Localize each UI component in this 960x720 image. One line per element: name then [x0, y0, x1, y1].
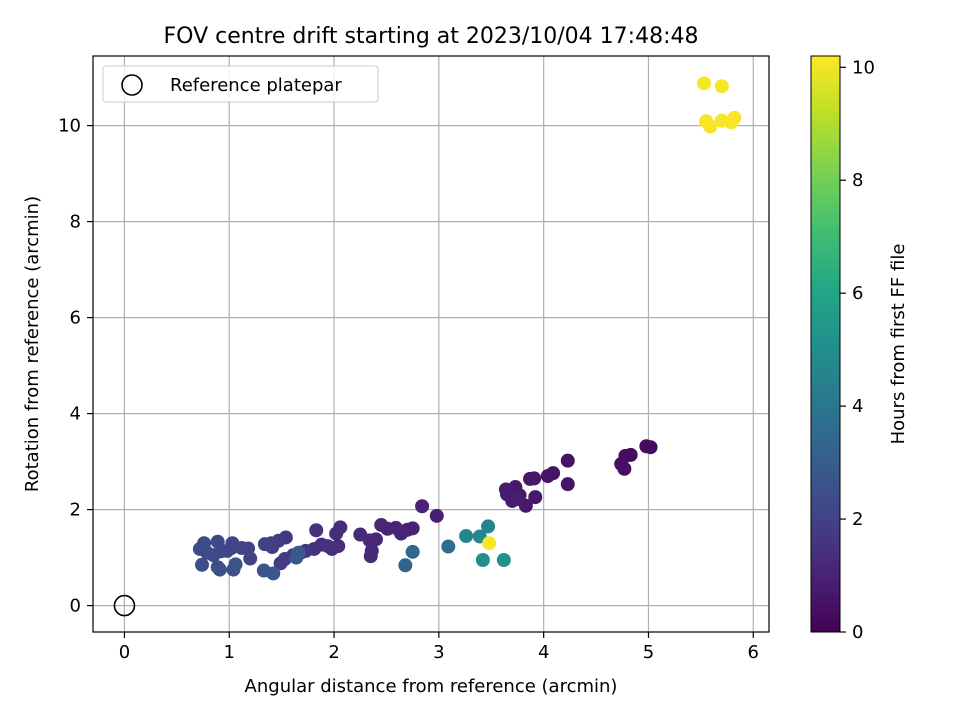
scatter-point	[228, 557, 243, 572]
y-tick-label: 0	[70, 596, 81, 617]
x-ticks: 0 1 2 3 4 5 6	[119, 632, 759, 663]
scatter-point	[643, 440, 658, 455]
scatter-point	[714, 79, 729, 94]
scatter-point	[540, 469, 555, 483]
y-axis-label: Rotation from reference (arcmin)	[22, 196, 43, 492]
colorbar-tick-label: 4	[852, 396, 863, 417]
colorbar-tick-label: 10	[852, 57, 875, 78]
colorbar-tick-label: 2	[852, 509, 863, 530]
scatter-point	[459, 529, 474, 543]
plot-frame	[92, 55, 770, 633]
scatter-point	[309, 523, 324, 538]
legend-entry-reference: Reference platepar	[170, 75, 342, 96]
scatter-point	[510, 492, 525, 507]
scatter-point	[727, 110, 742, 125]
colorbar: 0 2 4 6 8 10 Hours from first FF file	[810, 55, 909, 643]
chart-title: FOV centre drift starting at 2023/10/04 …	[164, 24, 699, 49]
scatter-point	[257, 537, 272, 552]
scatter-point	[475, 553, 490, 567]
scatter-point	[415, 499, 430, 514]
scatter-point	[192, 541, 207, 556]
scatter-point	[374, 517, 389, 532]
scatter-point	[194, 557, 209, 572]
scatter-point	[481, 519, 496, 534]
x-tick-label: 4	[538, 642, 549, 663]
scatter-point	[398, 558, 413, 573]
scatter-point	[697, 76, 712, 91]
legend-box	[102, 65, 379, 103]
reference-point-marker	[113, 594, 136, 617]
scatter-point	[429, 508, 444, 523]
x-tick-label: 3	[433, 642, 444, 663]
scatter-point	[210, 534, 225, 549]
x-tick-label: 0	[119, 642, 130, 663]
scatter-point	[266, 566, 281, 581]
scatter-point	[482, 536, 497, 551]
grid	[93, 56, 769, 632]
scatter-point	[405, 544, 420, 559]
legend-marker-icon	[121, 74, 143, 96]
x-tick-label: 1	[224, 642, 235, 663]
scatter-point	[363, 549, 378, 564]
x-tick-label: 5	[643, 642, 654, 663]
x-tick-label: 6	[748, 642, 759, 663]
scatter-point	[496, 553, 511, 567]
colorbar-gradient	[810, 55, 841, 633]
scatter-point	[441, 539, 456, 554]
scatter-point	[560, 453, 575, 468]
legend: Reference platepar	[102, 65, 379, 103]
colorbar-tick-label: 8	[852, 170, 863, 191]
x-tick-label: 2	[328, 642, 339, 663]
scatter-points	[192, 76, 742, 581]
scatter-point	[291, 545, 306, 560]
y-tick-label: 6	[70, 308, 81, 329]
scatter-point	[703, 119, 718, 134]
scatter-point	[353, 527, 368, 542]
x-axis-label: Angular distance from reference (arcmin)	[245, 676, 618, 697]
y-ticks: 0 2 4 6 8 10	[58, 116, 93, 617]
scatter-point	[212, 562, 227, 577]
scatter-point	[523, 471, 538, 486]
scatter-point	[560, 477, 575, 492]
colorbar-tick-label: 6	[852, 283, 863, 304]
scatter-point	[528, 490, 543, 505]
y-tick-label: 2	[70, 500, 81, 521]
y-tick-label: 4	[70, 404, 81, 425]
scatter-point	[329, 526, 344, 541]
colorbar-tick-label: 0	[852, 622, 863, 643]
y-tick-label: 10	[58, 116, 81, 137]
colorbar-label: Hours from first FF file	[888, 244, 909, 445]
scatter-point	[617, 461, 632, 476]
scatter-point	[273, 556, 288, 571]
y-tick-label: 8	[70, 212, 81, 233]
colorbar-ticks: 0 2 4 6 8 10	[840, 57, 875, 643]
